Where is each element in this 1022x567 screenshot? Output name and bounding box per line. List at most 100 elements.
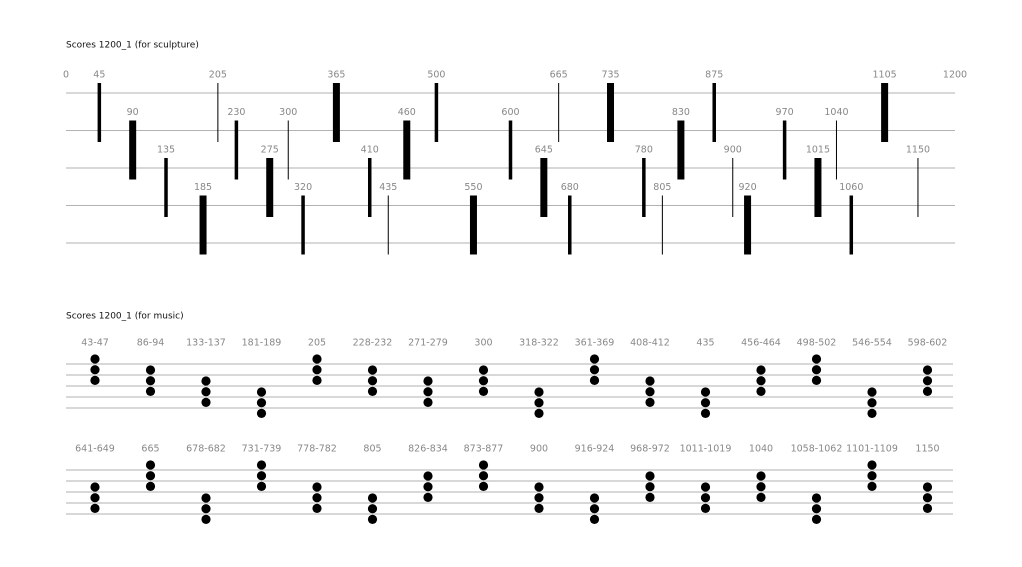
axis-start: 0 [63, 70, 69, 81]
note-dot [367, 493, 378, 503]
note-dot [90, 365, 100, 375]
mark-label: 205 [209, 70, 227, 81]
mark-label: 320 [294, 182, 312, 193]
chord-label: 228-232 [353, 338, 393, 349]
note-dot [534, 482, 544, 492]
mark-label: 1015 [806, 145, 830, 156]
mark-bar [732, 158, 734, 217]
note-dot [201, 493, 211, 503]
note-dot [145, 376, 156, 386]
mark-bar [814, 158, 822, 217]
mark-label: 805 [653, 182, 671, 193]
note-dot [423, 471, 433, 481]
mark-label: 135 [157, 145, 175, 156]
note-dot [423, 482, 433, 492]
note-dot [645, 397, 655, 407]
mark-bar [332, 83, 340, 142]
note-dot [756, 386, 766, 396]
mark-bar [367, 158, 372, 217]
note-dot [201, 387, 211, 397]
note-dot [534, 408, 544, 418]
note-dot [534, 387, 544, 397]
note-dot [922, 376, 933, 386]
note-dot [145, 365, 156, 375]
note-dot [700, 387, 711, 397]
chord-label: 731-739 [242, 444, 282, 455]
mark-label: 1040 [824, 107, 848, 118]
music-title: Scores 1200_1 (for music) [66, 312, 184, 322]
mark-bar [234, 120, 239, 180]
note-dot [756, 365, 766, 375]
chord-label: 916-924 [575, 444, 615, 455]
mark-bar [712, 83, 716, 142]
note-dot [700, 398, 711, 408]
mark-label: 45 [93, 70, 105, 81]
mark-label: 90 [127, 107, 139, 118]
note-dot [645, 471, 655, 481]
note-dot [867, 387, 877, 397]
chord-label: 133-137 [186, 338, 226, 349]
chord-label: 805 [363, 444, 381, 455]
note-dot [756, 376, 766, 386]
mark-bar [540, 158, 548, 217]
note-dot [90, 493, 100, 503]
note-dot [534, 503, 544, 513]
note-dot [589, 375, 600, 385]
chord-label: 181-189 [242, 338, 282, 349]
mark-label: 900 [724, 145, 742, 156]
note-dot [700, 482, 711, 492]
note-dot [811, 504, 822, 514]
mark-bar [677, 120, 685, 180]
note-dot [922, 493, 933, 503]
note-dot [534, 398, 544, 408]
mark-bar [782, 120, 787, 180]
chord-label: 678-682 [186, 444, 226, 455]
mark-label: 500 [427, 70, 445, 81]
mark-bar [97, 83, 102, 142]
mark-bar [164, 158, 168, 217]
mark-label: 410 [361, 145, 379, 156]
mark-label: 550 [464, 182, 482, 193]
note-dot [811, 514, 822, 525]
note-dot [90, 354, 100, 364]
mark-label: 275 [261, 145, 279, 156]
note-dot [478, 365, 489, 375]
note-dot [201, 514, 211, 525]
note-dot [90, 482, 100, 492]
note-dot [423, 397, 433, 407]
note-dot [811, 375, 822, 385]
note-dot [645, 387, 655, 397]
axis-end: 1200 [943, 70, 967, 81]
mark-bar [642, 158, 646, 217]
note-dot [312, 354, 322, 364]
note-dot [589, 514, 600, 525]
chord-label: 778-782 [297, 444, 337, 455]
note-dot [312, 482, 322, 492]
note-dot [367, 504, 378, 514]
mark-bar [301, 195, 305, 255]
note-dot [367, 514, 378, 525]
chord-label: 435 [696, 338, 714, 349]
chord-label: 1101-1109 [846, 444, 898, 455]
note-dot [867, 481, 877, 491]
mark-bar [607, 83, 615, 142]
chord-label: 456-464 [741, 338, 781, 349]
note-dot [922, 386, 933, 396]
note-dot [256, 471, 267, 481]
note-dot [201, 376, 211, 386]
note-dot [645, 492, 655, 502]
chord-label: 86-94 [137, 338, 165, 349]
note-dot [145, 481, 156, 491]
note-dot [423, 376, 433, 386]
chord-label: 598-602 [908, 338, 948, 349]
note-dot [367, 386, 378, 396]
note-dot [478, 460, 489, 470]
mark-label: 185 [194, 182, 212, 193]
note-dot [589, 354, 600, 364]
note-dot [312, 365, 322, 375]
chord-label: 498-502 [797, 338, 837, 349]
note-dot [312, 503, 322, 513]
note-dot [256, 481, 267, 491]
chord-label: 271-279 [408, 338, 448, 349]
